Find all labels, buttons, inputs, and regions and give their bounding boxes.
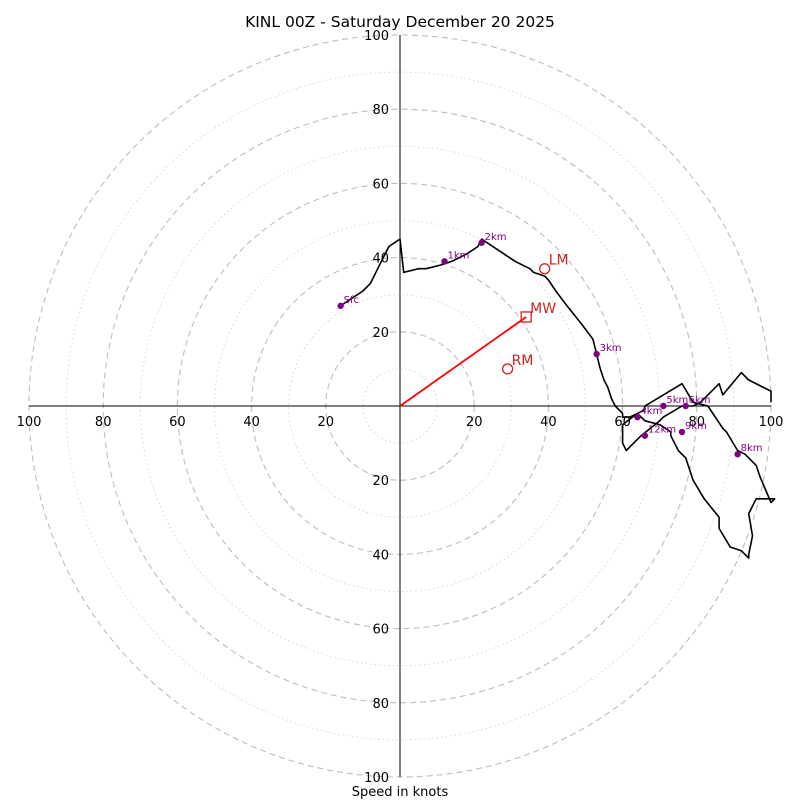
storm-motion-marker [501,363,514,375]
height-marker-dot [678,428,686,436]
y-tick-label: 40 [372,548,389,563]
height-marker-dot [337,302,344,310]
hodograph-line [340,238,776,559]
height-marker-dot [734,451,741,458]
storm-motion-marker [520,311,532,323]
x-tick-label: 100 [759,415,784,430]
y-tick-label: 80 [372,103,389,118]
height-markers: Sfc 1km 2km 3km 4km 5km 6km 9km 12km 8km [337,232,763,458]
y-tick-label: 20 [372,326,389,341]
x-tick-label: 60 [614,415,631,430]
height-marker-label: 4km [640,406,662,417]
chart-title: KINL 00Z - Saturday December 20 2025 [245,13,555,31]
height-marker-dot [634,413,641,421]
x-tick-label: 80 [689,415,706,430]
height-marker-label: 12km [648,425,676,436]
y-tick-label: 100 [364,29,389,44]
storm-motion-label: LM [549,253,569,269]
height-marker-label: 1km [448,250,470,261]
storm-motions: RM LM MW [399,253,569,407]
y-tick-label: 100 [364,771,389,786]
height-marker-dot [641,432,649,439]
y-tick-label: 20 [372,474,389,489]
y-tick-label: 60 [372,623,389,638]
height-marker-label: 9km [685,421,707,432]
height-marker-dot [441,258,448,265]
height-marker-label: 3km [600,343,622,354]
height-marker-dot [478,239,485,246]
x-tick-label: 100 [17,415,42,430]
x-tick-label: 40 [540,415,557,430]
x-tick-label: 60 [169,415,186,430]
storm-motion-label: MW [530,301,556,317]
hodograph-series [340,238,776,559]
storm-motion-marker [539,263,551,275]
y-tick-label: 80 [372,697,389,712]
x-tick-label: 20 [318,415,335,430]
height-marker-dot [593,350,600,358]
x-axis-label: Speed in knots [352,785,449,800]
height-marker-dot [682,402,689,410]
height-marker-label: 6km [689,395,711,406]
tick-labels: 100 80 60 40 20 20 40 60 80 100100806040202040608… [17,29,784,786]
x-tick-label: 40 [243,415,260,430]
height-marker-dot [660,402,667,410]
x-tick-label: 80 [95,415,112,430]
storm-motion-label: RM [512,353,534,369]
height-marker-label: 8km [741,443,763,454]
height-marker-label: 5km [666,395,688,406]
x-tick-label: 20 [466,415,483,430]
y-tick-label: 60 [372,177,389,192]
height-marker-label: 2km [485,232,507,243]
height-marker-label: Sfc [344,295,359,306]
mean-wind-vector [399,316,527,407]
